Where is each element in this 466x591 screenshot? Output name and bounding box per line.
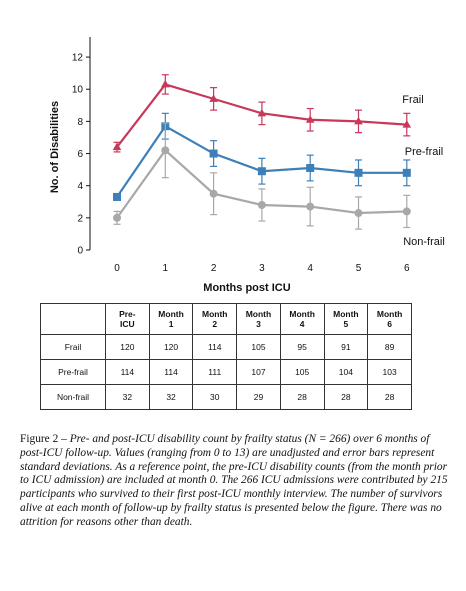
x-tick-label: 4 [307,263,313,274]
data-point [402,207,411,216]
series-label: Frail [402,94,423,106]
data-point [402,120,412,128]
table-cell: 32 [148,384,194,410]
y-tick-label: 2 [77,213,83,224]
table-header-cell: Month 4 [279,303,325,335]
data-point [161,79,170,88]
series-pre-frail: Pre-frail [113,112,444,201]
y-tick-label: 0 [77,246,83,257]
table-header-cell: Month 5 [323,303,369,335]
series-frail: Frail [112,74,424,153]
figure-caption: Figure 2 – Pre- and post-ICU disability … [20,433,450,530]
data-point [354,168,363,177]
y-tick-label: 6 [77,149,83,160]
data-point [113,192,121,201]
table-cell: 91 [323,334,369,360]
table-cell: 114 [192,334,238,360]
x-tick-label: 6 [404,263,410,274]
chart-series: Frail Pre-frail Non-frail [112,74,445,248]
data-point [257,108,267,117]
x-tick-label: 1 [163,263,169,274]
data-point [305,115,315,123]
series-label: Non-frail [403,236,445,248]
table-row: Non-frail 32 32 30 29 28 28 28 [40,384,412,410]
y-tick-label: 8 [77,117,83,128]
data-point [306,202,315,211]
x-tick-label: 5 [356,263,362,274]
table-cell: 89 [367,334,412,360]
table-header-cell: Month 2 [192,303,238,335]
table-cell: 111 [192,359,238,385]
data-point [306,164,315,173]
table-row-label: Non-frail [40,384,106,410]
table-cell: 120 [148,334,194,360]
table-cell: 104 [323,359,369,385]
table-row: Pre-frail 114 114 111 107 105 104 103 [40,359,412,385]
data-point [402,168,411,177]
table-cell: 105 [279,359,325,385]
y-tick-label: 10 [72,85,84,96]
data-point [112,142,122,151]
data-point [209,149,218,158]
table-cell: 107 [236,359,281,385]
table-cell: 28 [279,384,325,410]
series-label: Pre-frail [405,146,444,158]
table-header-cell: Month 6 [367,303,412,335]
y-tick-label: 4 [77,181,83,192]
data-point [354,116,363,125]
table-cell: 95 [279,334,325,360]
table-corner-cell [40,303,106,335]
data-point [209,94,218,102]
table-body: Frail 120 120 114 105 95 91 89 Pre-frail 114 114 11… [40,334,412,410]
table-cell: 32 [105,384,150,410]
data-point [161,146,170,155]
data-point [209,189,218,198]
table-cell: 120 [105,334,150,360]
table-header-cell: Pre- ICU [105,303,150,335]
table-row-label: Frail [40,334,106,360]
y-tick-label: 12 [72,53,84,64]
table-header-cell: Month 1 [148,303,194,335]
table-cell: 105 [236,334,281,360]
data-point [257,200,266,209]
table-row-label: Pre-frail [40,359,106,385]
table-header-row: Pre- ICU Month 1 Month 2 Month 3 Month 4 Month 5 Mon… [40,303,412,335]
table-cell: 114 [105,359,150,385]
table-cell: 30 [192,384,238,410]
data-point [257,167,266,176]
table-cell: 114 [148,359,194,385]
survivors-table: Pre- ICU Month 1 Month 2 Month 3 Month 4 Month 5 Mon… [40,303,412,410]
data-point [113,213,121,222]
caption-lead: Figure 2 – [20,433,70,445]
series-non-frail: Non-frail [113,122,445,248]
data-point [354,209,363,218]
y-axis-title: No. of Disabilities [49,101,61,193]
table-cell: 29 [236,384,281,410]
table-row: Frail 120 120 114 105 95 91 89 [40,334,412,360]
x-tick-label: 3 [259,263,265,274]
x-tick-label: 2 [211,263,217,274]
table-header-cell: Month 3 [236,303,281,335]
table-cell: 103 [367,359,412,385]
table-cell: 28 [367,384,412,410]
caption-text: Pre- and post-ICU disability count by fr… [20,433,448,528]
table-cell: 28 [323,384,369,410]
x-tick-label: 0 [114,263,120,274]
x-axis-title: Months post ICU [203,282,290,294]
